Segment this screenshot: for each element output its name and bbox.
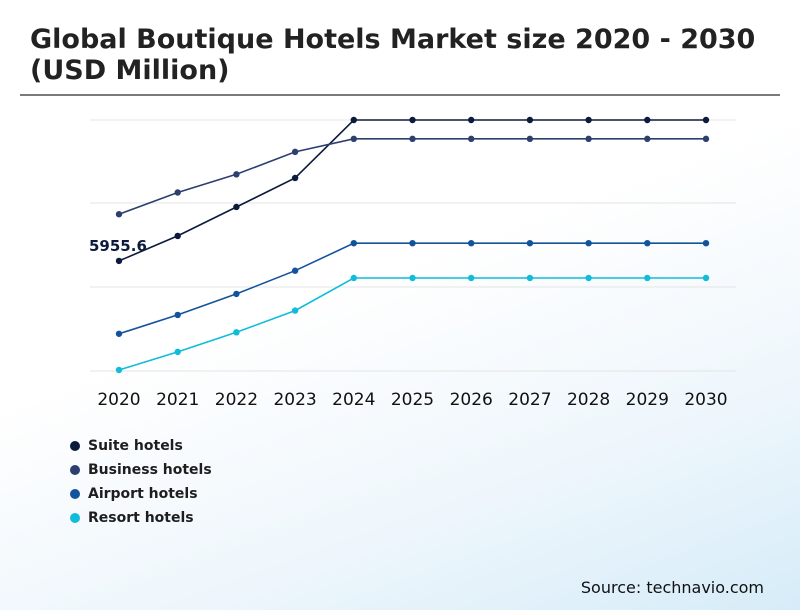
legend-label-suite-hotels: Suite hotels bbox=[88, 438, 183, 454]
data-point-resort-hotels-2029 bbox=[644, 274, 651, 282]
data-point-suite-hotels-2023 bbox=[291, 174, 299, 182]
data-point-business-hotels-2021 bbox=[174, 189, 181, 196]
data-point-business-hotels-2027 bbox=[526, 135, 534, 143]
data-point-business-hotels-2028 bbox=[585, 135, 592, 143]
data-point-airport-hotels-2025 bbox=[409, 239, 416, 247]
x-tick-label-2029: 2029 bbox=[626, 390, 669, 410]
data-point-airport-hotels-2028 bbox=[585, 239, 592, 247]
data-point-airport-hotels-2022 bbox=[233, 290, 240, 298]
data-point-resort-hotels-2020 bbox=[115, 366, 123, 374]
x-tick-label-2030: 2030 bbox=[684, 390, 727, 410]
legend-label-business-hotels: Business hotels bbox=[88, 462, 212, 478]
series-line-resort-hotels bbox=[118, 277, 706, 371]
legend-label-resort-hotels: Resort hotels bbox=[88, 510, 194, 526]
data-point-airport-hotels-2027 bbox=[526, 239, 534, 247]
data-label-2020: 5955.6 bbox=[89, 237, 147, 255]
data-point-suite-hotels-2025 bbox=[409, 116, 416, 124]
data-point-airport-hotels-2024 bbox=[350, 239, 357, 247]
x-tick-label-2023: 2023 bbox=[273, 390, 316, 410]
data-point-business-hotels-2026 bbox=[468, 135, 475, 143]
legend-swatch-airport-hotels bbox=[70, 489, 80, 499]
data-point-airport-hotels-2029 bbox=[644, 239, 651, 247]
data-point-suite-hotels-2021 bbox=[174, 232, 181, 240]
series-lines bbox=[115, 116, 710, 374]
x-tick-label-2022: 2022 bbox=[215, 390, 258, 410]
data-point-business-hotels-2022 bbox=[233, 171, 240, 178]
x-tick-label-2021: 2021 bbox=[156, 390, 199, 410]
legend-swatch-suite-hotels bbox=[70, 441, 80, 451]
legend-label-airport-hotels: Airport hotels bbox=[88, 486, 198, 502]
data-point-resort-hotels-2025 bbox=[409, 274, 416, 282]
legend-swatch-business-hotels bbox=[70, 465, 80, 475]
chart-title: Global Boutique Hotels Market size 2020 … bbox=[30, 24, 756, 86]
data-point-resort-hotels-2028 bbox=[585, 274, 592, 282]
legend-item-suite-hotels: Suite hotels bbox=[70, 434, 212, 458]
data-point-resort-hotels-2022 bbox=[233, 329, 240, 336]
data-point-business-hotels-2020 bbox=[115, 211, 123, 218]
legend-item-business-hotels: Business hotels bbox=[70, 458, 212, 482]
title-divider bbox=[20, 94, 780, 96]
data-point-business-hotels-2030 bbox=[702, 135, 710, 143]
x-tick-label-2026: 2026 bbox=[450, 390, 493, 410]
data-point-suite-hotels-2029 bbox=[644, 116, 651, 124]
data-point-business-hotels-2029 bbox=[644, 135, 651, 143]
data-point-airport-hotels-2020 bbox=[115, 330, 123, 337]
data-point-suite-hotels-2026 bbox=[468, 116, 475, 124]
data-point-airport-hotels-2030 bbox=[702, 239, 710, 247]
series-line-airport-hotels bbox=[118, 242, 706, 335]
data-point-suite-hotels-2020 bbox=[115, 257, 123, 265]
data-point-resort-hotels-2021 bbox=[174, 348, 181, 356]
data-point-business-hotels-2025 bbox=[409, 135, 416, 143]
x-tick-label-2028: 2028 bbox=[567, 390, 610, 410]
data-point-resort-hotels-2024 bbox=[350, 274, 357, 282]
legend-item-airport-hotels: Airport hotels bbox=[70, 482, 212, 506]
data-point-resort-hotels-2026 bbox=[468, 274, 475, 282]
legend-swatch-resort-hotels bbox=[70, 513, 80, 523]
data-point-airport-hotels-2021 bbox=[174, 311, 181, 319]
x-tick-label-2020: 2020 bbox=[97, 390, 140, 410]
data-point-suite-hotels-2027 bbox=[526, 116, 534, 124]
chart-legend: Suite hotels Business hotels Airport hotel… bbox=[70, 434, 212, 530]
data-point-airport-hotels-2023 bbox=[291, 267, 299, 274]
data-point-business-hotels-2024 bbox=[350, 135, 357, 143]
legend-item-resort-hotels: Resort hotels bbox=[70, 506, 212, 530]
source-note: Source: technavio.com bbox=[580, 578, 764, 597]
x-tick-label-2027: 2027 bbox=[508, 390, 551, 410]
x-tick-label-2025: 2025 bbox=[391, 390, 434, 410]
data-point-suite-hotels-2030 bbox=[702, 116, 710, 124]
data-point-resort-hotels-2023 bbox=[291, 307, 299, 314]
data-point-airport-hotels-2026 bbox=[468, 239, 475, 247]
data-point-suite-hotels-2024 bbox=[350, 116, 357, 124]
data-point-business-hotels-2023 bbox=[291, 148, 299, 156]
x-tick-label-2024: 2024 bbox=[332, 390, 375, 410]
data-point-suite-hotels-2022 bbox=[233, 203, 240, 211]
chart-labels: 2020 2021 2022 2023 2024 2025 2026 2027 2028 2029… bbox=[89, 237, 728, 410]
data-point-resort-hotels-2027 bbox=[526, 274, 534, 282]
data-point-suite-hotels-2028 bbox=[585, 116, 592, 124]
data-point-resort-hotels-2030 bbox=[702, 274, 710, 282]
